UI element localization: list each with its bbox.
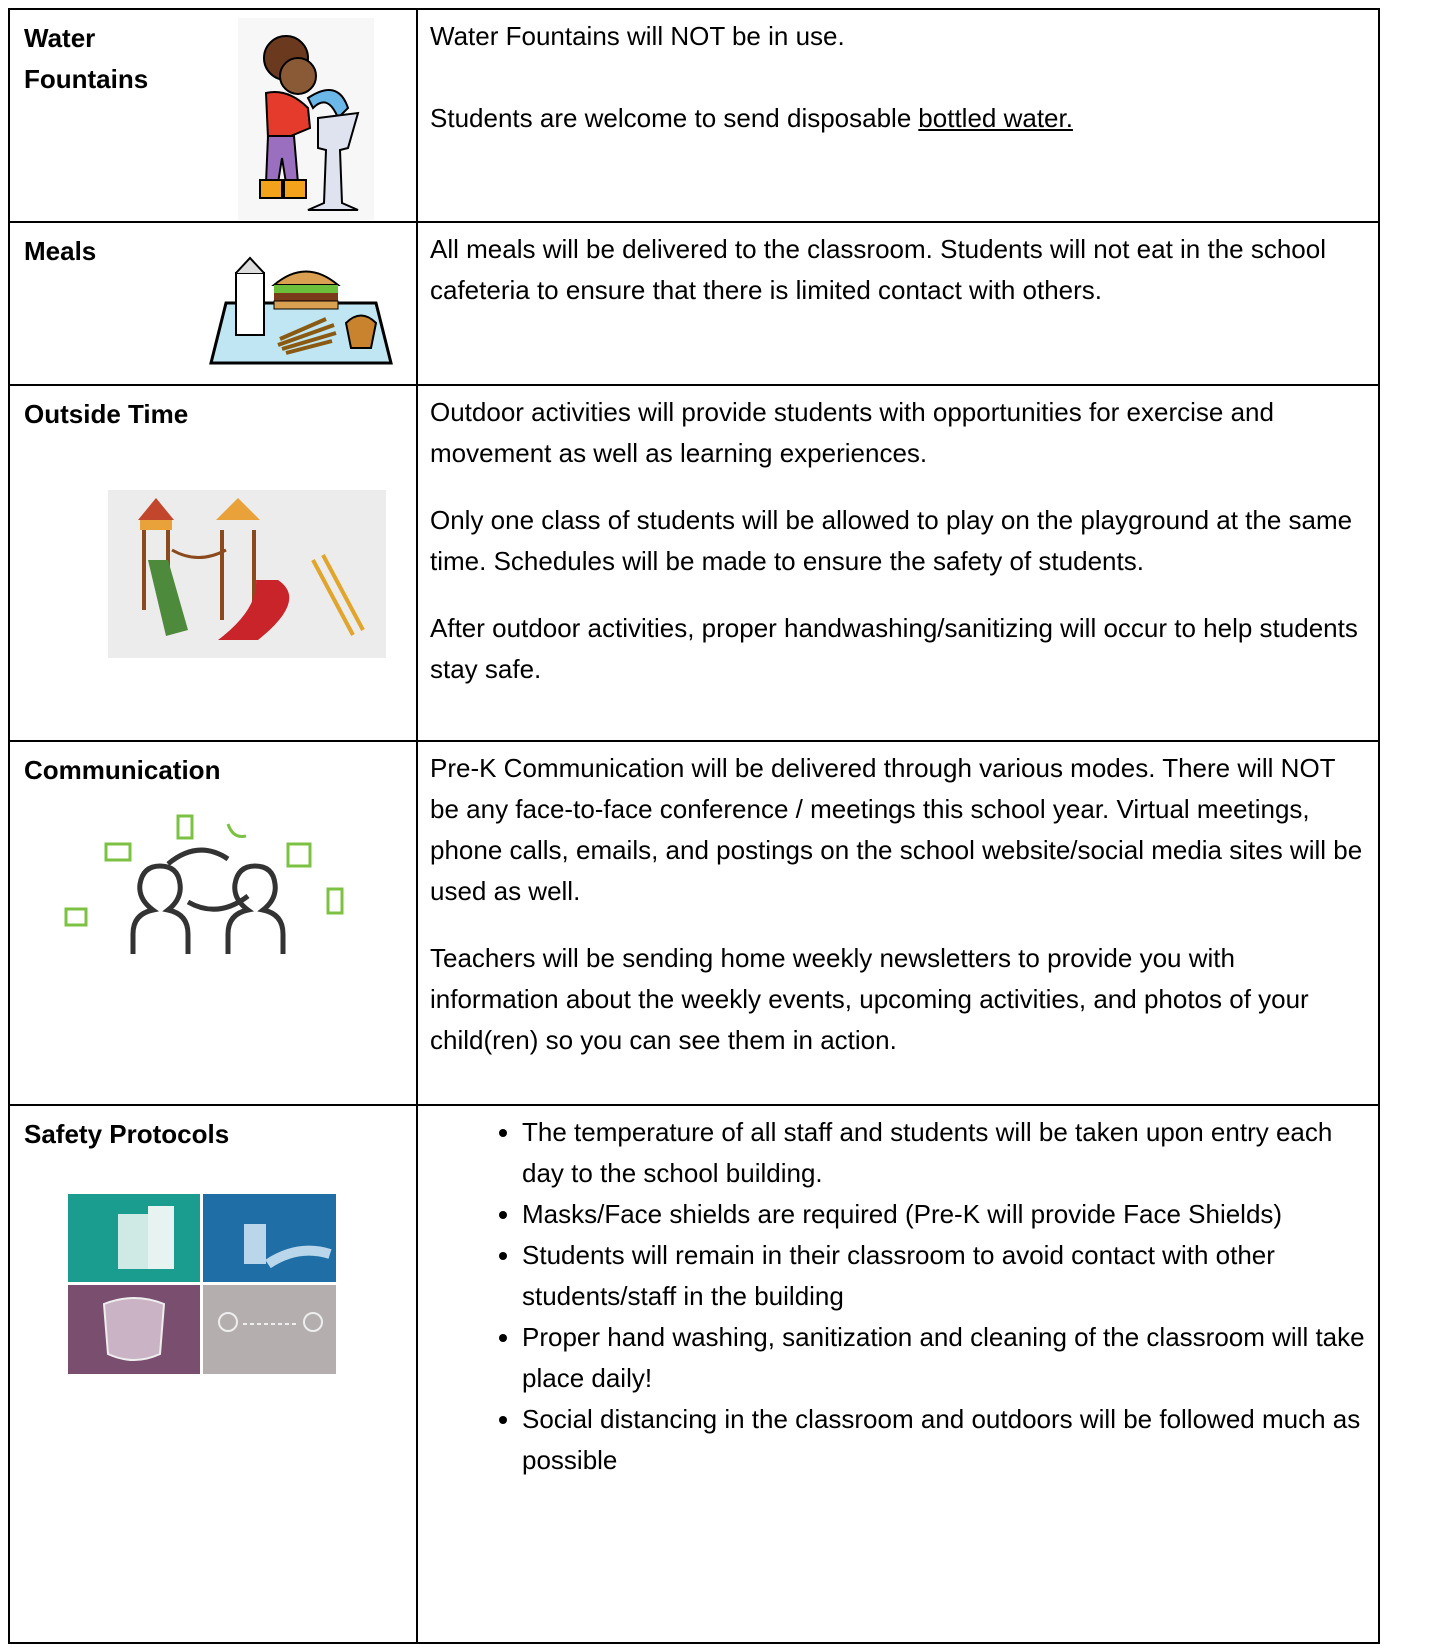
paragraph: Students are welcome to send disposable b… <box>430 98 1368 139</box>
label-cell: Water Fountains <box>10 10 418 221</box>
paragraph: Pre-K Communication will be delivered th… <box>430 753 1363 906</box>
label-cell: Meals <box>10 223 418 384</box>
text-cell: Water Fountains will NOT be in use. Stud… <box>418 10 1378 221</box>
row-label: Outside Time <box>24 399 189 429</box>
safety-image <box>68 1194 336 1374</box>
table-row: Communication Pre-K Communication will b… <box>10 740 1378 1104</box>
paragraph: Only one class of students will be allow… <box>430 505 1353 576</box>
bullet-item: The temperature of all staff and student… <box>522 1112 1368 1194</box>
bullet-item: Students will remain in their classroom … <box>522 1235 1368 1317</box>
text-cell: Outdoor activities will provide students… <box>418 386 1378 740</box>
bullet-item: Social distancing in the classroom and o… <box>522 1399 1368 1481</box>
meal-tray-image <box>209 256 393 365</box>
text: Students are welcome to send disposable <box>430 103 912 133</box>
paragraph: After outdoor activities, proper handwas… <box>430 613 1358 684</box>
row-label: Communication <box>24 755 221 785</box>
table-row: Water Fountains Water Fountains will NOT… <box>10 10 1378 221</box>
text-cell: Pre-K Communication will be delivered th… <box>418 742 1378 1104</box>
bullet-item: Proper hand washing, sanitization and cl… <box>522 1317 1368 1399</box>
label-cell: Safety Protocols <box>10 1106 418 1642</box>
playground-image <box>108 490 386 658</box>
table-row: Meals All meals will be delivered to the… <box>10 221 1378 384</box>
paragraph: Teachers will be sending home weekly new… <box>430 943 1309 1055</box>
paragraph: Outdoor activities will provide students… <box>430 397 1274 468</box>
row-label: Water Fountains <box>24 23 149 94</box>
fountain-image <box>238 18 374 220</box>
link-text: bottled water. <box>918 103 1073 133</box>
label-cell: Outside Time <box>10 386 418 740</box>
text-cell: All meals will be delivered to the class… <box>418 223 1378 384</box>
bullet-item: Masks/Face shields are required (Pre-K w… <box>522 1194 1368 1235</box>
bullet-list: The temperature of all staff and student… <box>430 1112 1368 1481</box>
label-cell: Communication <box>10 742 418 1104</box>
row-label: Safety Protocols <box>24 1119 230 1149</box>
paragraph: Water Fountains will NOT be in use. <box>430 21 845 51</box>
paragraph: All meals will be delivered to the class… <box>430 234 1326 305</box>
text-cell: The temperature of all staff and student… <box>418 1106 1378 1642</box>
row-label: Meals <box>24 236 97 266</box>
table-row: Safety Protocols The temperature of all … <box>10 1104 1378 1642</box>
info-table: Water Fountains Water Fountains will NOT… <box>8 8 1380 1644</box>
table-row: Outside Time Outdoor activities will pro… <box>10 384 1378 740</box>
communication-image <box>64 814 344 954</box>
